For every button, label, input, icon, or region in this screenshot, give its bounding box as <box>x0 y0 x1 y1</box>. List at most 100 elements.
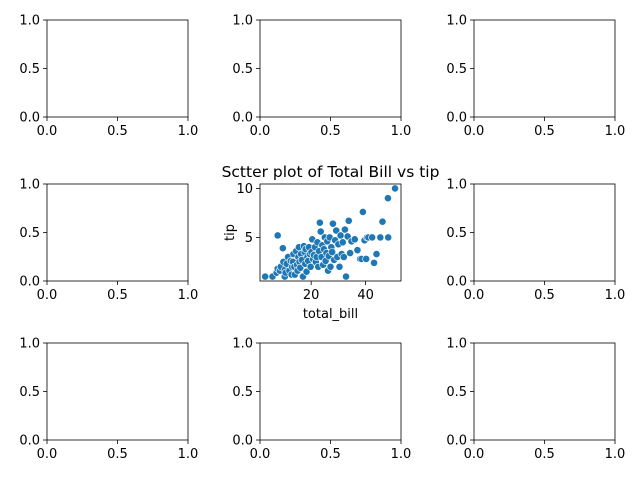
x-tick-label: 0.5 <box>534 124 555 139</box>
scatter-point <box>353 246 362 255</box>
y-tick-label: 1.0 <box>232 337 253 352</box>
scatter-point <box>376 233 385 242</box>
y-tick-label: 5 <box>245 231 253 246</box>
y-tick-label: 0.0 <box>446 275 467 290</box>
subplot-8: 0.0 0.5 1.0 0.0 0.5 1.0 <box>232 337 411 463</box>
x-tick-label: 0.0 <box>464 124 485 139</box>
x-tick-label: 0.5 <box>107 124 128 139</box>
axes-frame <box>473 19 616 118</box>
y-tick-label: 1.0 <box>232 14 253 29</box>
y-tick-label: 0.0 <box>232 111 253 126</box>
axes-frame <box>46 183 189 282</box>
y-tick-label: 0.0 <box>232 434 253 449</box>
x-tick-label: 0.0 <box>250 447 271 462</box>
axes-frame <box>473 342 616 441</box>
scatter-point <box>370 258 378 267</box>
x-tick-label: 0.5 <box>320 447 341 462</box>
x-axis-label: total_bill <box>303 307 358 322</box>
x-tick-label: 1.0 <box>178 447 199 462</box>
y-tick-label: 0.5 <box>446 62 467 77</box>
y-tick-label: 0.0 <box>19 111 40 126</box>
scatter-point <box>342 272 350 281</box>
x-tick-label: 1.0 <box>178 124 199 139</box>
scatter-points <box>261 184 399 281</box>
scatter-point <box>316 227 325 236</box>
y-tick-label: 1.0 <box>19 337 40 352</box>
scatter-point <box>306 262 315 271</box>
subplot-6: 0.0 0.5 1.0 0.0 0.5 1.0 <box>446 178 625 304</box>
scatter-point <box>278 244 287 253</box>
subplot-4: 0.0 0.5 1.0 0.0 0.5 1.0 <box>19 178 198 304</box>
x-tick-label: 0.5 <box>320 124 341 139</box>
scatter-point <box>326 262 335 271</box>
x-tick-label: 0.5 <box>534 447 555 462</box>
y-tick-label: 1.0 <box>19 178 40 193</box>
scatter-point <box>358 208 367 216</box>
x-tick-label: 1.0 <box>391 447 412 462</box>
x-tick-label: 1.0 <box>605 288 626 303</box>
axes-frame <box>259 342 402 441</box>
x-tick-label: 1.0 <box>391 124 412 139</box>
x-tick-label: 0.0 <box>250 124 271 139</box>
y-tick-label: 0.5 <box>232 385 253 400</box>
axes-frame <box>473 183 616 282</box>
scatter-point <box>261 272 270 281</box>
axes-frame <box>46 342 189 441</box>
subplot-1: 0.0 0.5 1.0 0.0 0.5 1.0 <box>19 14 198 140</box>
y-tick-label: 0.0 <box>446 111 467 126</box>
y-tick-label: 0.0 <box>19 434 40 449</box>
scatter-point <box>339 253 348 261</box>
x-tick-label: 0.5 <box>107 447 128 462</box>
axes-frame <box>259 183 402 282</box>
x-tick-label: 40 <box>357 288 374 303</box>
scatter-point <box>372 250 381 258</box>
scatter-point <box>368 233 377 242</box>
y-tick-label: 0.5 <box>232 62 253 77</box>
x-tick-label: 0.0 <box>464 447 485 462</box>
x-tick-label: 0.0 <box>37 447 58 462</box>
scatter-point <box>328 248 337 256</box>
x-tick-label: 0.0 <box>464 288 485 303</box>
y-tick-label: 0.5 <box>19 226 40 241</box>
x-tick-label: 20 <box>303 288 320 303</box>
subplot-9: 0.0 0.5 1.0 0.0 0.5 1.0 <box>446 337 625 463</box>
scatter-point <box>384 233 393 242</box>
scatter-point <box>273 231 282 240</box>
scatter-point <box>341 225 349 234</box>
x-tick-label: 0.5 <box>107 288 128 303</box>
x-tick-label: 0.0 <box>37 288 58 303</box>
chart-title: Sctter plot of Total Bill vs tip <box>222 163 440 181</box>
scatter-point <box>329 219 337 228</box>
scatter-point <box>315 218 324 227</box>
x-tick-label: 1.0 <box>178 288 199 303</box>
y-tick-label: 1.0 <box>446 14 467 29</box>
y-tick-label: 1.0 <box>446 337 467 352</box>
scatter-point <box>338 238 347 247</box>
y-tick-label: 0.5 <box>446 385 467 400</box>
y-tick-label: 1.0 <box>446 178 467 193</box>
scatter-point <box>384 194 392 203</box>
scatter-point <box>362 255 371 263</box>
x-tick-label: 0.5 <box>534 288 555 303</box>
y-tick-label: 0.5 <box>19 62 40 77</box>
y-axis-label: tip <box>223 224 238 241</box>
x-tick-label: 1.0 <box>605 447 626 462</box>
axes-frame <box>259 19 402 118</box>
axes-frame <box>46 19 189 118</box>
y-tick-label: 0.5 <box>19 385 40 400</box>
subplot-3: 0.0 0.5 1.0 0.0 0.5 1.0 <box>446 14 625 140</box>
scatter-point <box>335 262 344 271</box>
subplot-2: 0.0 0.5 1.0 0.0 0.5 1.0 <box>232 14 411 140</box>
y-tick-label: 0.0 <box>446 434 467 449</box>
y-tick-label: 0.0 <box>19 275 40 290</box>
x-tick-label: 1.0 <box>605 124 626 139</box>
scatter-point <box>346 249 354 257</box>
x-tick-label: 0.0 <box>37 124 58 139</box>
scatter-point <box>332 226 341 235</box>
subplot-7: 0.0 0.5 1.0 0.0 0.5 1.0 <box>19 337 198 463</box>
scatter-point <box>350 235 359 244</box>
y-tick-label: 10 <box>236 182 253 197</box>
y-tick-label: 0.5 <box>446 226 467 241</box>
